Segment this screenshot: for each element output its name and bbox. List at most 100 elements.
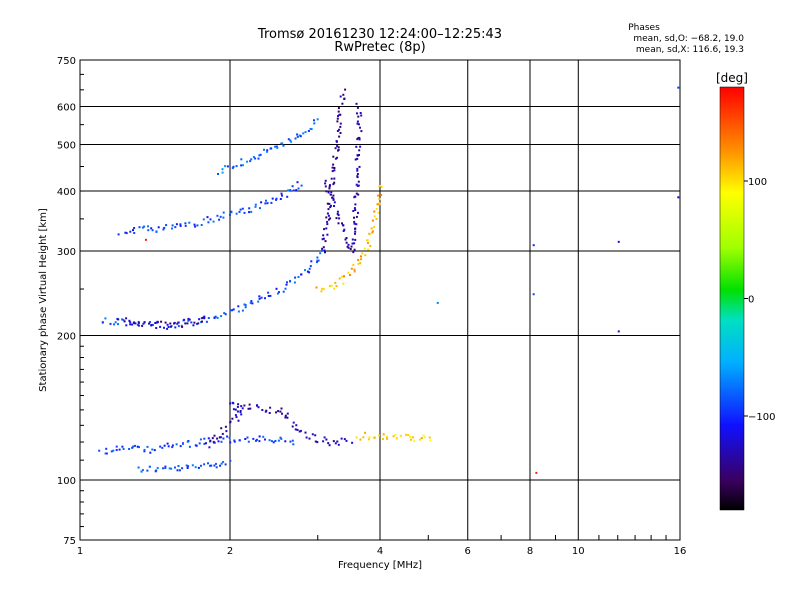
data-point bbox=[281, 142, 284, 145]
data-point bbox=[232, 308, 235, 311]
data-point bbox=[322, 288, 325, 291]
data-point bbox=[234, 408, 237, 411]
data-point bbox=[339, 125, 342, 128]
data-point bbox=[280, 192, 283, 195]
data-point bbox=[217, 173, 219, 175]
data-point bbox=[196, 322, 198, 325]
data-point bbox=[354, 195, 357, 198]
data-point bbox=[179, 223, 182, 226]
data-point bbox=[268, 412, 271, 414]
data-point bbox=[338, 277, 341, 280]
data-point bbox=[339, 95, 342, 98]
data-point bbox=[231, 417, 234, 420]
data-point bbox=[259, 153, 262, 156]
x-tick-label: 2 bbox=[227, 546, 233, 557]
data-point bbox=[208, 446, 211, 449]
data-point bbox=[240, 413, 243, 416]
data-point bbox=[338, 128, 341, 131]
data-point bbox=[197, 322, 200, 325]
data-point bbox=[291, 439, 294, 442]
data-point bbox=[174, 226, 177, 229]
data-point bbox=[212, 220, 215, 223]
data-point bbox=[138, 226, 141, 229]
data-point bbox=[117, 233, 120, 236]
data-point bbox=[161, 446, 164, 449]
data-point bbox=[250, 300, 253, 303]
data-point bbox=[298, 134, 301, 137]
data-point bbox=[194, 225, 197, 228]
data-point bbox=[125, 324, 128, 327]
data-point bbox=[359, 126, 361, 129]
data-point bbox=[221, 171, 224, 174]
data-point bbox=[221, 168, 224, 171]
colorbar: [deg] 100 0 −100 bbox=[716, 71, 775, 511]
data-point bbox=[236, 410, 239, 413]
data-point bbox=[300, 273, 303, 276]
data-point bbox=[324, 251, 326, 254]
data-point bbox=[187, 319, 190, 322]
data-point bbox=[338, 217, 341, 220]
data-point bbox=[373, 215, 376, 218]
data-point bbox=[367, 438, 370, 441]
data-point bbox=[121, 318, 124, 321]
data-point bbox=[232, 408, 235, 411]
data-point bbox=[258, 440, 261, 443]
data-point bbox=[313, 122, 316, 125]
data-point bbox=[192, 324, 195, 327]
data-point bbox=[137, 466, 140, 469]
data-point bbox=[356, 173, 359, 175]
data-point bbox=[284, 440, 287, 443]
data-point bbox=[328, 285, 331, 287]
x-tick-label: 1 bbox=[77, 546, 83, 557]
data-point bbox=[355, 145, 358, 148]
data-point bbox=[248, 211, 250, 214]
colorbar-gradient bbox=[720, 87, 744, 510]
data-point bbox=[213, 464, 216, 467]
data-point bbox=[353, 270, 356, 273]
data-point bbox=[356, 138, 359, 141]
data-point bbox=[200, 317, 203, 320]
data-point bbox=[141, 324, 144, 327]
data-point bbox=[333, 177, 336, 180]
data-point bbox=[198, 442, 201, 445]
data-point bbox=[299, 429, 302, 432]
data-point bbox=[232, 165, 235, 168]
data-point bbox=[358, 138, 361, 141]
data-point bbox=[342, 93, 345, 96]
data-point bbox=[205, 442, 207, 445]
data-point bbox=[275, 287, 278, 290]
data-point bbox=[386, 437, 389, 440]
data-point bbox=[380, 185, 383, 188]
data-point bbox=[286, 281, 288, 284]
data-point bbox=[264, 297, 266, 300]
data-point bbox=[329, 217, 332, 220]
phase-stats-o: mean, sd,O: −68.2, 19.0 bbox=[633, 34, 744, 44]
data-point bbox=[134, 444, 136, 447]
data-point bbox=[367, 248, 370, 251]
data-point bbox=[422, 434, 425, 437]
data-point bbox=[330, 177, 333, 180]
data-point bbox=[321, 249, 324, 252]
data-point bbox=[341, 275, 343, 278]
data-point bbox=[137, 321, 140, 324]
colorbar-tick-label: 0 bbox=[748, 295, 754, 306]
data-point bbox=[241, 407, 244, 410]
data-point bbox=[260, 296, 263, 299]
data-point bbox=[342, 230, 345, 232]
data-point bbox=[357, 193, 360, 196]
data-point bbox=[235, 165, 238, 168]
data-point bbox=[164, 465, 167, 468]
data-point bbox=[104, 317, 107, 320]
data-point bbox=[148, 465, 151, 468]
data-point bbox=[258, 297, 261, 300]
data-point bbox=[163, 326, 165, 329]
data-point bbox=[324, 179, 327, 182]
data-point bbox=[240, 158, 243, 161]
data-point bbox=[347, 246, 350, 249]
data-point bbox=[246, 436, 249, 439]
data-point bbox=[281, 194, 283, 197]
data-point bbox=[329, 184, 331, 187]
data-point bbox=[394, 433, 397, 436]
data-point bbox=[140, 470, 143, 473]
data-point bbox=[177, 325, 180, 328]
